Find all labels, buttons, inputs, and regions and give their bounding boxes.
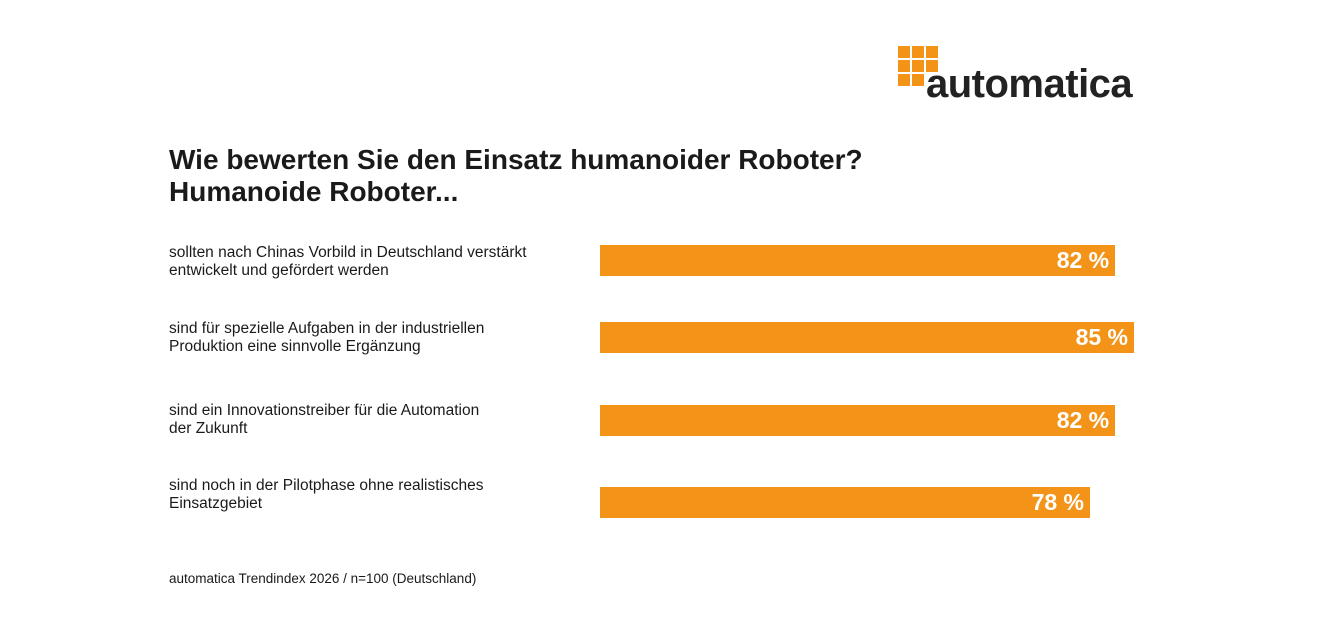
chart-subtitle: Humanoide Roboter... (169, 176, 459, 207)
category-label: sind für spezielle Aufgaben in der indus… (169, 320, 485, 355)
value-label: 85 % (1075, 324, 1128, 350)
bar (600, 487, 1091, 518)
value-label: 82 % (1056, 407, 1110, 433)
bar (600, 322, 1134, 353)
logo-square (898, 74, 910, 86)
category-label: sind noch in der Pilotphase ohne realist… (169, 477, 484, 512)
logo-square (898, 60, 910, 72)
category-label: sind ein Innovationstreiber für die Auto… (169, 402, 480, 437)
value-label: 78 % (1031, 489, 1085, 515)
bar (600, 405, 1116, 436)
category-label: sollten nach Chinas Vorbild in Deutschla… (169, 244, 527, 279)
logo-text: automatica (926, 62, 1133, 106)
logo-square (926, 46, 938, 58)
chart-title: Wie bewerten Sie den Einsatz humanoider … (169, 144, 863, 175)
logo-square (912, 60, 924, 72)
logo-square (898, 46, 910, 58)
bar (600, 245, 1116, 276)
logo-square (912, 46, 924, 58)
source: automatica Trendindex 2026 / n=100 (Deut… (169, 571, 477, 586)
logo-square (926, 60, 938, 72)
logo-square (912, 74, 924, 86)
value-label: 82 % (1056, 247, 1110, 273)
